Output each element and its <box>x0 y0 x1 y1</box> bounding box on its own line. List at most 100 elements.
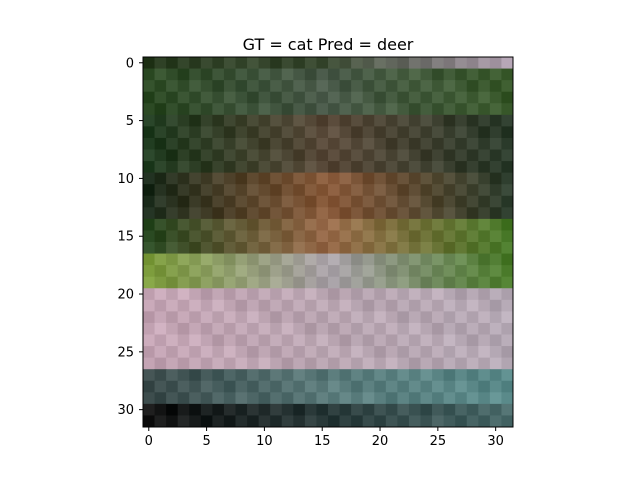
pixel-cell <box>466 380 479 393</box>
pixel-cell <box>166 184 179 197</box>
pixel-cell <box>166 126 179 139</box>
pixel-cell <box>304 103 317 116</box>
pixel-cell <box>177 207 190 220</box>
pixel-cell <box>212 172 225 185</box>
pixel-cell <box>270 242 283 254</box>
pixel-cell <box>281 172 294 185</box>
pixel-cell <box>362 184 375 197</box>
pixel-cell <box>235 207 248 220</box>
pixel-cell <box>420 380 433 393</box>
pixel-cell <box>374 91 387 104</box>
pixel-cell <box>235 369 248 382</box>
pixel-cell <box>189 103 202 116</box>
pixel-cell <box>328 230 340 243</box>
pixel-cell <box>281 346 294 359</box>
pixel-cell <box>466 288 479 301</box>
pixel-cell <box>223 253 236 266</box>
pixel-cell <box>339 311 352 324</box>
pixel-cell <box>247 68 260 81</box>
pixel-cell <box>293 242 306 254</box>
pixel-cell <box>489 392 502 405</box>
pixel-cell <box>432 195 445 208</box>
pixel-cell <box>316 265 329 278</box>
pixel-cell <box>362 346 375 359</box>
pixel-cell <box>166 334 179 347</box>
pixel-cell <box>223 276 236 289</box>
pixel-cell <box>281 103 294 116</box>
pixel-cell <box>154 322 167 335</box>
pixel-cell <box>189 184 202 197</box>
pixel-cell <box>281 230 294 243</box>
pixel-cell <box>466 80 479 93</box>
pixel-cell <box>466 392 479 405</box>
pixel-cell <box>235 103 248 116</box>
pixel-cell <box>258 369 271 382</box>
pixel-cell <box>420 265 433 278</box>
pixel-cell <box>420 91 433 104</box>
pixel-cell <box>374 265 387 278</box>
pixel-cell <box>374 137 387 150</box>
pixel-cell <box>478 57 491 69</box>
pixel-cell <box>397 184 410 197</box>
pixel-cell <box>247 172 260 185</box>
pixel-cell <box>212 137 225 150</box>
pixel-cell <box>281 415 294 428</box>
x-axis: 0 5 10 15 20 25 30 <box>145 427 504 449</box>
pixel-cell <box>385 149 398 162</box>
pixel-cell <box>235 242 248 254</box>
pixel-cell <box>143 80 155 93</box>
pixel-cell <box>293 346 306 359</box>
pixel-cell <box>443 91 456 104</box>
pixel-cell <box>166 369 179 382</box>
pixel-cell <box>212 415 225 428</box>
pixel-cell <box>397 276 410 289</box>
pixel-cell <box>466 242 479 254</box>
pixel-cell <box>200 392 213 405</box>
pixel-cell <box>478 392 491 405</box>
pixel-cell <box>235 230 248 243</box>
pixel-cell <box>270 380 283 393</box>
pixel-cell <box>258 91 271 104</box>
pixel-cell <box>235 195 248 208</box>
pixel-cell <box>385 322 398 335</box>
pixel-cell <box>189 207 202 220</box>
pixel-cell <box>420 57 433 69</box>
pixel-cell <box>281 334 294 347</box>
pixel-cell <box>432 392 445 405</box>
pixel-cell <box>235 288 248 301</box>
pixel-cell <box>212 103 225 116</box>
pixel-cell <box>362 57 375 69</box>
pixel-cell <box>339 346 352 359</box>
pixel-cell <box>166 265 179 278</box>
pixel-cell <box>247 230 260 243</box>
pixel-cell <box>223 311 236 324</box>
pixel-cell <box>397 346 410 359</box>
pixel-cell <box>420 184 433 197</box>
pixel-cell <box>339 299 352 312</box>
pixel-cell <box>478 346 491 359</box>
pixel-cell <box>166 322 179 335</box>
pixel-cell <box>466 184 479 197</box>
pixel-cell <box>143 334 155 347</box>
pixel-cell <box>270 334 283 347</box>
pixel-cell <box>177 137 190 150</box>
pixel-cell <box>432 276 445 289</box>
pixel-cell <box>270 172 283 185</box>
pixel-cell <box>270 322 283 335</box>
pixel-cell <box>443 103 456 116</box>
pixel-cell <box>374 299 387 312</box>
pixel-cell <box>478 68 491 81</box>
pixel-cell <box>223 161 236 174</box>
pixel-cell <box>304 415 317 428</box>
pixel-cell <box>189 126 202 139</box>
pixel-cell <box>397 149 410 162</box>
pixel-cell <box>466 322 479 335</box>
pixel-cell <box>281 149 294 162</box>
pixel-cell <box>397 380 410 393</box>
pixel-cell <box>304 172 317 185</box>
pixel-cell <box>374 288 387 301</box>
pixel-cell <box>258 265 271 278</box>
pixel-cell <box>351 184 364 197</box>
pixel-cell <box>374 218 387 231</box>
pixel-cell <box>489 299 502 312</box>
